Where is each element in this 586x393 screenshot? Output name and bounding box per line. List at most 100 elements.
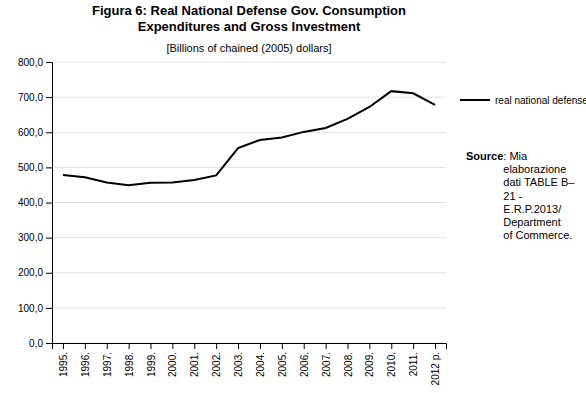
tick-mark [46, 167, 52, 168]
x-axis: 1995. 1996. 1997. 1998. 1999. 2000. 2001. 2002.… [53, 343, 447, 385]
tick-label: 2000. [167, 352, 178, 377]
tick-label: 2004. [255, 352, 266, 377]
tick: 1996. [80, 343, 91, 377]
tick-label: 1997. [102, 352, 113, 377]
chart: 0,0 100,0 200,0 300,0 400,0 500,0 600,0 700,0 80… [0, 0, 586, 393]
annotation: : Miaelaborazionedati TABLE B–21 -E.R.P.… [503, 150, 575, 241]
title: Figura 6: Real National Defense Gov. Con… [92, 3, 406, 34]
tick-mark [216, 343, 217, 349]
tick: 2001. [189, 343, 200, 377]
tick: 1998. [124, 343, 135, 377]
axis-line [46, 63, 53, 344]
tick-label: 100,0 [18, 303, 43, 314]
legend: real national defense [460, 95, 586, 106]
tick: 2010. [386, 343, 397, 377]
y-axis: 0,0 100,0 200,0 300,0 400,0 500,0 600,0 700,0 80… [18, 57, 53, 349]
tick: 2004. [255, 343, 266, 377]
tick-label: 2002. [211, 352, 222, 377]
tick-mark [369, 343, 370, 349]
tick: 2006. [299, 343, 310, 377]
tick-label: 500,0 [18, 162, 43, 173]
tick-label: 2010. [386, 352, 397, 377]
legend-label: real national defense [495, 95, 586, 106]
annotation: Source [466, 150, 503, 162]
tick-mark [304, 343, 305, 349]
line [63, 91, 435, 185]
tick-mark [46, 273, 52, 274]
tick-mark [46, 62, 52, 63]
tick: 2009. [364, 343, 375, 377]
tick-label: 2007. [321, 352, 332, 377]
tick-label: 2005. [277, 352, 288, 377]
tick-mark [46, 132, 52, 133]
tick-label: 1998. [124, 352, 135, 377]
grid-line [52, 237, 446, 238]
subtitle: [Billions of chained (2005) dollars] [166, 42, 331, 54]
tick-label: 2001. [189, 352, 200, 377]
grid-line [52, 167, 446, 168]
tick: 2008. [343, 343, 354, 377]
tick: 300,0 [18, 232, 52, 243]
tick-mark [151, 343, 152, 349]
tick-label: 1999. [146, 352, 157, 377]
tick-mark [172, 343, 173, 349]
tick-label: 2012 p. [430, 352, 441, 385]
tick-label: 300,0 [18, 232, 43, 243]
grid-line [52, 97, 446, 98]
grid [52, 62, 446, 343]
tick: 400,0 [18, 197, 52, 208]
tick-label: 1995. [58, 352, 69, 377]
tick: 2007. [321, 343, 332, 377]
grid-line [52, 272, 446, 273]
tick-mark [129, 343, 130, 349]
tick: 2000. [167, 343, 178, 377]
tick: 2011. [408, 343, 419, 376]
tick: 1999. [146, 343, 157, 377]
tick-label: 2008. [343, 352, 354, 377]
plot: 0,0 100,0 200,0 300,0 400,0 500,0 600,0 700,0 80… [18, 57, 447, 386]
tick-mark [260, 343, 261, 349]
tick-mark [326, 343, 327, 349]
tick-label: 1996. [80, 352, 91, 377]
tick-label: 800,0 [18, 57, 43, 68]
tick-label: 0,0 [29, 338, 43, 349]
tick: 2005. [277, 343, 288, 377]
tick: 200,0 [18, 267, 52, 278]
tick-mark [63, 343, 64, 349]
tick-mark [194, 343, 195, 349]
tick-mark [238, 343, 239, 349]
axis-line [53, 344, 447, 350]
tick-mark [107, 343, 108, 349]
tick: 2012 p. [430, 343, 441, 385]
grid-line [52, 62, 446, 63]
tick: 700,0 [18, 92, 52, 103]
grid-line [52, 307, 446, 308]
tick: 600,0 [18, 127, 52, 138]
tick-label: 400,0 [18, 197, 43, 208]
tick-mark [391, 343, 392, 349]
marks [63, 91, 435, 185]
tick: 1997. [102, 343, 113, 377]
tick-mark [282, 343, 283, 349]
tick-label: 2009. [364, 352, 375, 377]
grid-line [52, 132, 446, 133]
tick: 2003. [233, 343, 244, 377]
tick-label: 2006. [299, 352, 310, 377]
tick: 2002. [211, 343, 222, 377]
tick: 500,0 [18, 162, 52, 173]
tick-mark [46, 97, 52, 98]
tick-label: 2011. [408, 352, 419, 376]
legend-swatch [460, 99, 490, 101]
tick-mark [46, 203, 52, 204]
tick-mark [413, 343, 414, 349]
tick-label: 700,0 [18, 92, 43, 103]
tick: 1995. [58, 343, 69, 377]
tick-label: 600,0 [18, 127, 43, 138]
tick-mark [46, 343, 52, 344]
grid-line [52, 202, 446, 203]
tick-label: 200,0 [18, 267, 43, 278]
tick-mark [46, 238, 52, 239]
tick-mark [348, 343, 349, 349]
tick-mark [435, 343, 436, 349]
tick-mark [46, 308, 52, 309]
